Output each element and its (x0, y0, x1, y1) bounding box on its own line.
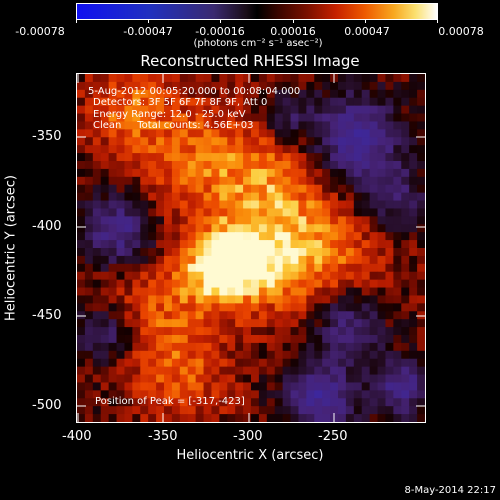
x-tick-label: -250 (318, 429, 348, 444)
rhessi-image-plot (76, 73, 426, 423)
y-tick-label: -500 (32, 398, 62, 413)
info-detectors: Detectors: 3F 5F 6F 7F 8F 9F, Att 0 (93, 97, 268, 108)
plot-timestamp: 8-May-2014 22:17 (404, 485, 496, 496)
info-time-range: 5-Aug-2012 00:05:20.000 to 00:08:04.000 (88, 86, 301, 97)
y-axis-title: Heliocentric Y (arcsec) (3, 175, 19, 321)
peak-position: Position of Peak = [-317,-423] (95, 396, 245, 407)
colorbar-tick-label: -0.00078 (15, 25, 65, 38)
colorbar-units: (photons cm⁻² s⁻¹ asec⁻²) (193, 38, 323, 49)
x-tick-label: -400 (62, 429, 92, 444)
colorbar-tick-label: -0.00016 (195, 25, 245, 38)
heatmap-image (77, 74, 425, 422)
colorbar-tick-label: 0.00078 (438, 25, 484, 38)
colorbar (76, 3, 438, 20)
y-tick-label: -350 (32, 129, 62, 144)
info-method-counts: Clean Total counts: 4.56E+03 (93, 120, 254, 131)
colorbar-tick-label: -0.00047 (123, 25, 173, 38)
colorbar-tick (76, 19, 77, 23)
x-axis-title: Heliocentric X (arcsec) (176, 448, 324, 463)
colorbar-tick (437, 19, 438, 23)
image-title: Reconstructed RHESSI Image (140, 52, 360, 70)
x-tick-label: -300 (233, 429, 263, 444)
colorbar-tick (148, 19, 149, 23)
colorbar-tick (220, 19, 221, 23)
colorbar-tick-label: 0.00016 (270, 25, 316, 38)
y-tick-label: -450 (32, 308, 62, 323)
info-energy-range: Energy Range: 12.0 - 25.0 keV (93, 109, 246, 120)
colorbar-tick (365, 19, 366, 23)
colorbar-tick (293, 19, 294, 23)
x-tick-label: -350 (148, 429, 178, 444)
colorbar-tick-label: 0.00047 (344, 25, 390, 38)
y-tick-label: -400 (32, 219, 62, 234)
